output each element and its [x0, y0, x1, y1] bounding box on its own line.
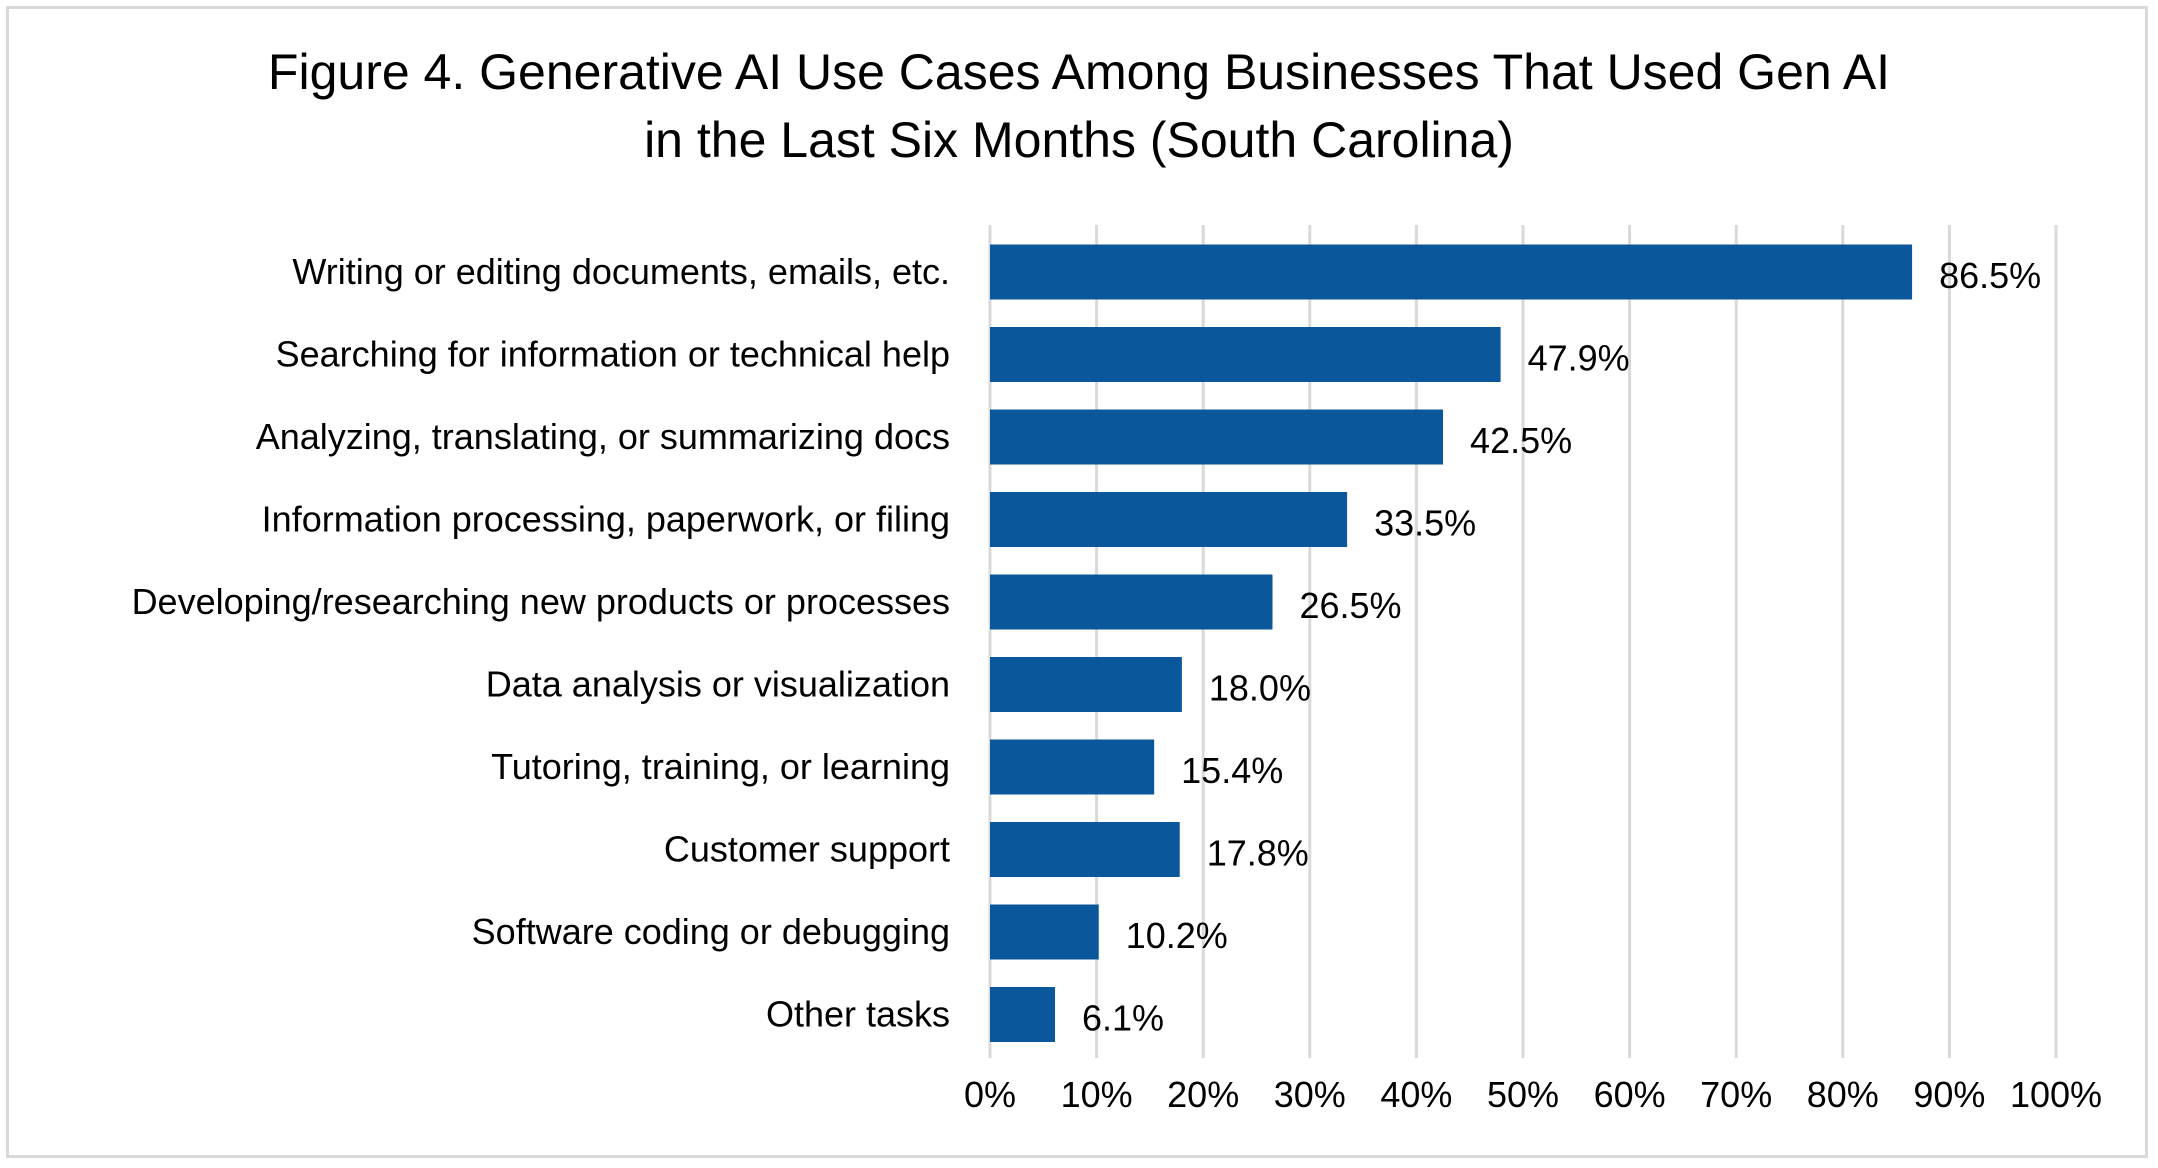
bar: [990, 657, 1182, 712]
x-tick-label: 0%: [964, 1074, 1016, 1115]
data-labels: 86.5% 47.9% 42.5% 33.5% 26.5% 18.0% 15.4% 17.8%…: [1082, 255, 2041, 1039]
category-label: Other tasks: [766, 994, 950, 1035]
category-label: Writing or editing documents, emails, et…: [292, 251, 950, 292]
category-label: Tutoring, training, or learning: [491, 746, 950, 787]
x-tick-label: 20%: [1167, 1074, 1239, 1115]
bar: [990, 822, 1180, 877]
data-label: 17.8%: [1207, 833, 1309, 874]
x-tick-label: 50%: [1487, 1074, 1559, 1115]
data-label: 42.5%: [1470, 420, 1572, 461]
bar: [990, 492, 1348, 547]
x-tick-label: 40%: [1380, 1074, 1452, 1115]
category-label: Searching for information or technical h…: [276, 334, 950, 375]
data-label: 15.4%: [1181, 750, 1283, 791]
category-label: Analyzing, translating, or summarizing d…: [256, 416, 950, 457]
data-label: 18.0%: [1209, 668, 1311, 709]
x-axis-tick-labels: 0% 10% 20% 30% 40% 50% 60% 70% 80% 90% 100%: [964, 1074, 2102, 1115]
data-label: 10.2%: [1126, 915, 1228, 956]
bar: [990, 904, 1099, 960]
bars: [990, 244, 1913, 1042]
bar: [990, 574, 1273, 630]
x-tick-label: 80%: [1807, 1074, 1879, 1115]
bar: [990, 244, 1913, 300]
bar: [990, 987, 1056, 1042]
category-label: Data analysis or visualization: [486, 664, 950, 705]
category-labels: Writing or editing documents, emails, et…: [132, 251, 950, 1035]
x-tick-label: 60%: [1594, 1074, 1666, 1115]
category-label: Software coding or debugging: [472, 911, 950, 952]
data-label: 6.1%: [1082, 998, 1164, 1039]
data-label: 47.9%: [1528, 338, 1630, 379]
category-label: Developing/researching new products or p…: [132, 581, 950, 622]
chart-title: Figure 4. Generative AI Use Cases Among …: [0, 38, 2158, 174]
x-tick-label: 30%: [1274, 1074, 1346, 1115]
data-label: 26.5%: [1299, 585, 1401, 626]
data-label: 86.5%: [1939, 255, 2041, 296]
chart-title-line-2: in the Last Six Months (South Carolina): [644, 112, 1514, 168]
bar: [990, 409, 1444, 465]
x-tick-label: 10%: [1061, 1074, 1133, 1115]
x-tick-label: 100%: [2010, 1074, 2102, 1115]
bar: [990, 739, 1155, 795]
category-label: Customer support: [664, 829, 950, 870]
data-label: 33.5%: [1374, 503, 1476, 544]
x-tick-label: 70%: [1700, 1074, 1772, 1115]
chart-title-line-1: Figure 4. Generative AI Use Cases Among …: [267, 44, 1891, 100]
x-tick-label: 90%: [1913, 1074, 1985, 1115]
bar: [990, 327, 1501, 382]
category-label: Information processing, paperwork, or fi…: [262, 499, 950, 540]
